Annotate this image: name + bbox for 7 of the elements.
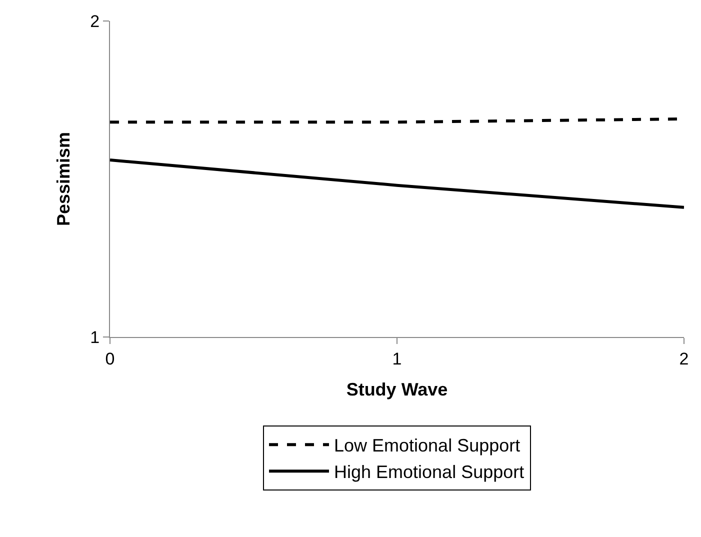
y-axis-title: Pessimism	[53, 132, 74, 226]
x-tick-label: 2	[679, 349, 689, 368]
legend-label: Low Emotional Support	[334, 436, 520, 456]
x-tick-label: 0	[105, 349, 115, 368]
legend-label: High Emotional Support	[334, 462, 524, 482]
x-axis-title: Study Wave	[346, 380, 448, 400]
x-tick-label: 1	[392, 349, 402, 368]
